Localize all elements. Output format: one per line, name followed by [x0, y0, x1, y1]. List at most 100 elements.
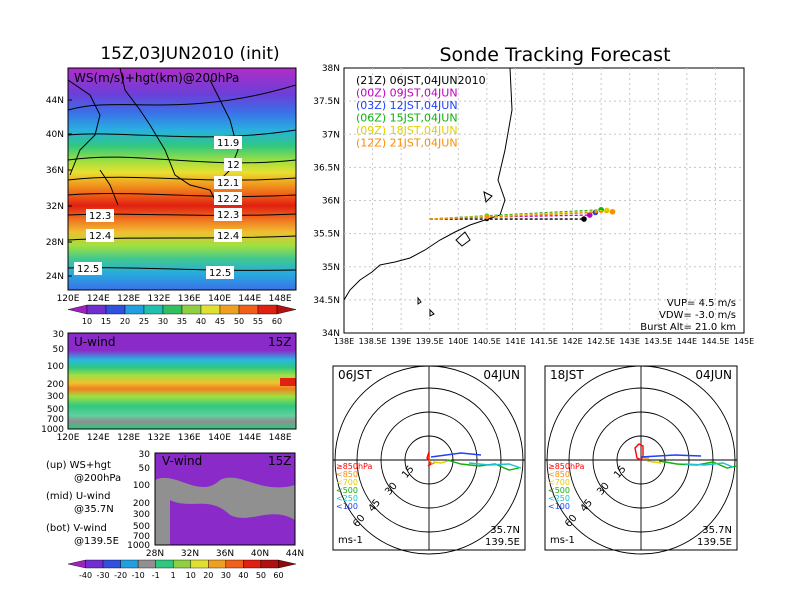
- polar-trace: [658, 460, 738, 469]
- track-param: Burst Alt= 21.0 km: [640, 322, 736, 333]
- ws-lat-axis: 44N 40N 36N 32N 28N 24N: [46, 96, 72, 282]
- colorbar-swatch: [225, 559, 244, 569]
- polar-date: 04JUN: [695, 368, 732, 382]
- lat-tick-label: 40N: [251, 549, 269, 559]
- lat-tick-label: 36N: [322, 197, 340, 207]
- colorbar-tick-label: -20: [114, 571, 127, 580]
- colorbar-swatch: [243, 559, 262, 569]
- track-lat-axis: 38N 37.5N 37N 36.5N 36N 35.5N 35N 34.5N 34N: [313, 64, 340, 339]
- lat-tick-label: 34.5N: [313, 296, 340, 306]
- polar-trace: [430, 452, 482, 458]
- pressure-tick-label: 1000: [41, 425, 64, 435]
- v-wind-label: V-wind: [162, 454, 202, 468]
- colorbar-tick-label: 30: [221, 571, 231, 580]
- polar-units: ms-1: [550, 535, 575, 546]
- lat-tick-label: 24N: [46, 272, 64, 282]
- u-wind-field: [68, 333, 296, 429]
- colorbar-tick-label: 15: [101, 317, 111, 326]
- polar-lon: 139.5E: [485, 537, 520, 548]
- note-line: (mid) U-wind: [46, 491, 110, 502]
- note-line: @200hPa: [74, 473, 121, 484]
- track-gridlines: [344, 68, 744, 333]
- lon-tick-label: 140E: [208, 433, 231, 443]
- lon-tick-label: 140.5E: [473, 337, 501, 346]
- track-series: [429, 206, 616, 222]
- colorbar-swatch: [200, 304, 221, 315]
- contour-label: 12.4: [217, 231, 239, 242]
- burst-point: [581, 216, 587, 222]
- lon-tick-label: 132E: [147, 433, 170, 443]
- lon-tick-label: 145E: [734, 337, 754, 346]
- pressure-legend-item: <700: [548, 478, 570, 487]
- lat-tick-label: 44N: [46, 96, 64, 106]
- colorbar-swatch: [257, 304, 278, 315]
- colorbar-tick-label: 35: [177, 317, 187, 326]
- pressure-tick-label: 200: [47, 380, 64, 390]
- pressure-legend-item: <850: [548, 470, 570, 479]
- colorbar-swatch: [120, 559, 139, 569]
- lon-tick-label: 144.5E: [701, 337, 729, 346]
- left-title: 15Z,03JUN2010 (init): [100, 44, 280, 64]
- colorbar-swatch: [67, 304, 88, 315]
- lon-tick-label: 143E: [620, 337, 640, 346]
- v-lat-axis: 28N 32N 36N 40N 44N: [146, 549, 304, 559]
- colorbar-swatch: [219, 304, 240, 315]
- lat-tick-label: 36N: [46, 166, 64, 176]
- colorbar-swatch: [86, 304, 107, 315]
- polar-trace: [432, 459, 452, 464]
- colorbar-tick-label: 20: [120, 317, 130, 326]
- pressure-tick-label: 50: [139, 464, 151, 474]
- colorbar-swatch: [124, 304, 145, 315]
- note-line: @35.7N: [74, 504, 114, 515]
- lon-tick-label: 148E: [269, 294, 292, 304]
- pressure-legend-item: <500: [548, 486, 570, 495]
- track-param: VUP= 4.5 m/s: [667, 298, 736, 309]
- colorbar-tick-label: 50: [256, 571, 266, 580]
- pressure-tick-label: 500: [133, 522, 150, 532]
- colorbar-swatch: [85, 559, 104, 569]
- polar-trace: [468, 462, 522, 469]
- u-wind-time: 15Z: [268, 335, 292, 349]
- colorbar-tick-label: -40: [79, 571, 92, 580]
- pressure-legend-item: ≥850hPa: [336, 462, 373, 471]
- u-wind-label: U-wind: [74, 335, 115, 349]
- polar-trace: [634, 443, 644, 461]
- colorbar-swatch: [190, 559, 209, 569]
- colorbar-swatch: [181, 304, 202, 315]
- lon-tick-label: 144E: [238, 433, 261, 443]
- ws-map-label: WS(m/s)+hgt(km)@200hPa: [74, 71, 239, 85]
- lat-tick-label: 37N: [322, 130, 340, 140]
- ws-colorbar: 10 15 20 25 30 35 40 45 50 55 60: [67, 304, 297, 326]
- lat-tick-label: 37.5N: [313, 97, 340, 107]
- lat-tick-label: 28N: [46, 238, 64, 248]
- colorbar-tick-label: 55: [253, 317, 263, 326]
- colorbar-tick-label: 45: [215, 317, 225, 326]
- track-legend-item: (09Z) 18JST,04JUN: [356, 124, 458, 137]
- polar-time: 18JST: [550, 368, 584, 382]
- contour-label: 12.5: [209, 268, 231, 279]
- colorbar-swatch: [155, 559, 174, 569]
- contour-label: 12.3: [89, 211, 111, 222]
- pressure-legend-item: <100: [336, 502, 358, 511]
- lon-tick-label: 141.5E: [530, 337, 558, 346]
- contour-label: 12.5: [77, 264, 99, 275]
- contour-label: 12: [227, 160, 240, 171]
- ws-lon-axis: 120E 124E 128E 132E 136E 140E 144E 148E: [57, 294, 292, 304]
- lat-tick-label: 36N: [216, 549, 234, 559]
- colorbar-swatch: [162, 304, 183, 315]
- colorbar-swatch: [208, 559, 227, 569]
- track-lon-axis: 138E 138.5E 139E 139.5E 140E 140.5E 141E 141.5E…: [334, 337, 754, 346]
- pressure-tick-label: 1000: [127, 541, 150, 551]
- colorbar-swatch: [278, 559, 297, 569]
- lat-tick-label: 36.5N: [313, 163, 340, 173]
- lat-tick-label: 28N: [146, 549, 164, 559]
- colorbar-tick-label: -1: [152, 571, 160, 580]
- lat-tick-label: 35.5N: [313, 230, 340, 240]
- contour-label: 11.9: [217, 138, 239, 149]
